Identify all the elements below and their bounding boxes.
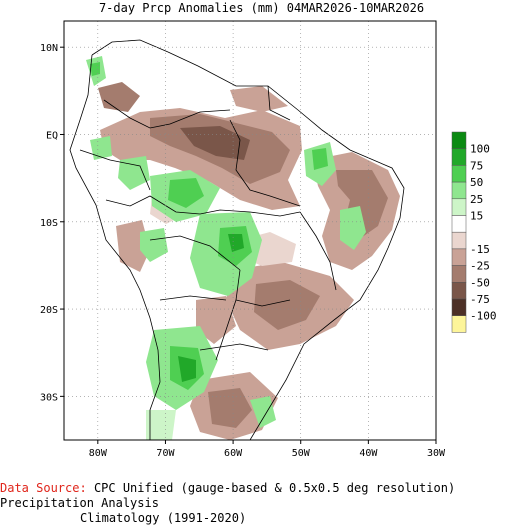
data-source-label: Data Source: xyxy=(0,481,87,495)
legend-swatch xyxy=(451,181,467,200)
wet-anomalies xyxy=(86,56,366,440)
legend-label: 15 xyxy=(470,210,483,223)
lon-tick-label: 80W xyxy=(89,448,108,459)
legend-swatch xyxy=(451,198,467,216)
legend-label: -75 xyxy=(470,293,490,306)
lon-tick-label: 70W xyxy=(156,448,175,459)
lon-axis: 80W 70W 60W 50W 40W 30W xyxy=(89,440,446,459)
lat-tick-label: 30S xyxy=(40,392,58,403)
climatology-text: Climatology (1991-2020) xyxy=(80,511,247,525)
legend-label: -15 xyxy=(470,243,490,256)
legend-label: -25 xyxy=(470,260,490,273)
legend-swatch xyxy=(451,265,467,283)
lon-tick-label: 50W xyxy=(292,448,311,459)
legend-label: -50 xyxy=(470,276,490,289)
lat-tick-label: 20S xyxy=(40,305,58,316)
legend-swatch xyxy=(451,282,467,300)
legend-swatch xyxy=(451,231,467,250)
map-title: 7-day Prcp Anomalies (mm) 04MAR2026-10MA… xyxy=(98,1,425,15)
legend-swatch xyxy=(451,298,467,316)
anomaly-field xyxy=(69,39,405,440)
plot-frame xyxy=(63,20,437,441)
legend-label: 75 xyxy=(470,159,483,172)
lat-axis: 10N EQ 10S 20S 30S xyxy=(40,43,64,403)
legend-swatch xyxy=(451,215,467,233)
legend-swatch xyxy=(451,165,467,183)
anomaly-map: 80W 70W 60W 50W 40W 30W 10N EQ 10S 20S 30S 100 75 5… xyxy=(40,20,497,459)
lon-tick-label: 60W xyxy=(224,448,243,459)
legend-label: 25 xyxy=(470,193,483,206)
legend-label: 100 xyxy=(470,143,490,156)
lat-tick-label: EQ xyxy=(46,130,58,141)
legend-swatch xyxy=(451,148,467,166)
color-legend: 100 75 50 25 15 -15 -25 -50 -75 -100 xyxy=(451,131,497,333)
country-borders xyxy=(69,39,405,440)
legend-swatch xyxy=(451,315,467,333)
lat-tick-label: 10N xyxy=(40,43,58,54)
lon-tick-label: 30W xyxy=(427,448,446,459)
lon-tick-label: 40W xyxy=(359,448,378,459)
legend-swatch xyxy=(451,248,467,266)
lat-tick-label: 10S xyxy=(40,218,58,229)
legend-swatch xyxy=(451,131,467,149)
data-source-text: CPC Unified (gauge-based & 0.5x0.5 deg r… xyxy=(0,481,456,510)
footer: Data Source: CPC Unified (gauge-based & … xyxy=(0,481,523,526)
legend-label: -100 xyxy=(470,310,497,323)
legend-label: 50 xyxy=(470,176,483,189)
